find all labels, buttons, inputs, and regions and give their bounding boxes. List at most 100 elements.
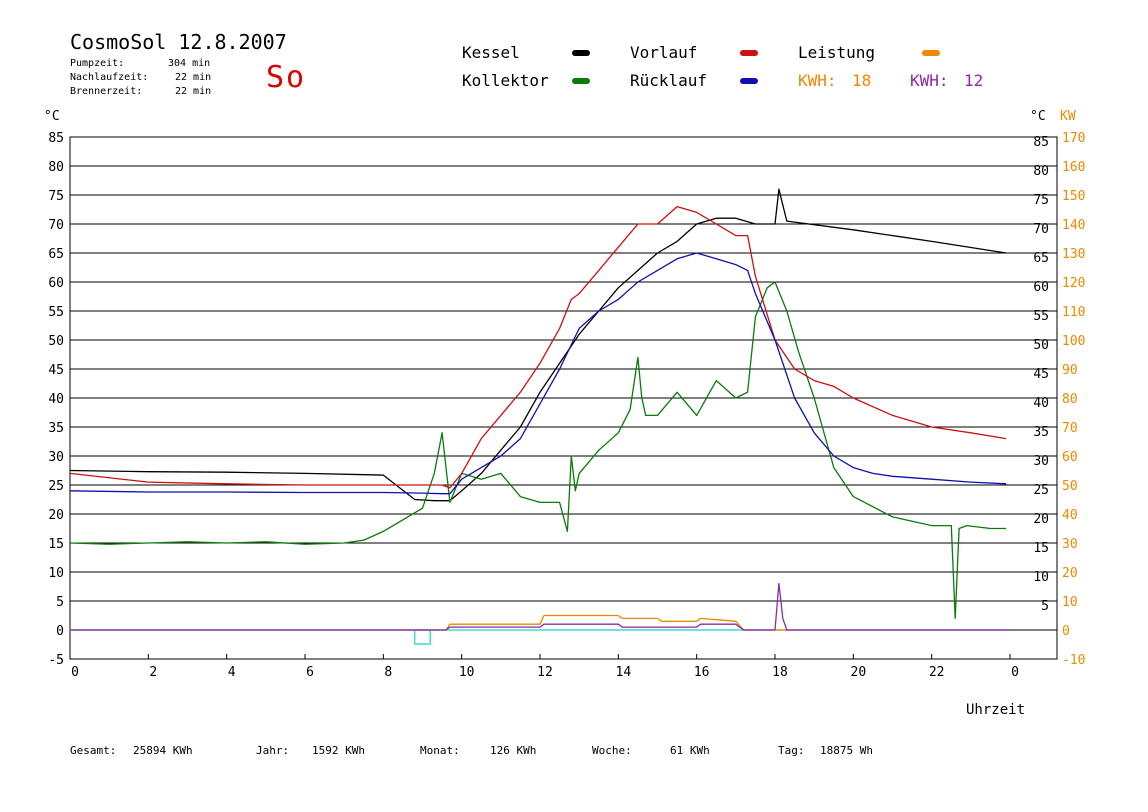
x-tick-label: 12 <box>537 665 553 680</box>
y-tick-label-right-celsius: 10 <box>1033 570 1049 585</box>
baseline-marker <box>413 629 432 645</box>
legend-kwh1-label: KWH: <box>798 71 837 90</box>
y-tick-label-right-kw: 160 <box>1062 160 1085 175</box>
y-tick-label-right-kw: 60 <box>1062 450 1078 465</box>
series-line-kwh2 <box>70 582 1010 631</box>
footer-jahr-label: Jahr: <box>256 744 290 757</box>
legend-vorlauf-label: Vorlauf <box>630 43 698 62</box>
legend-kwh2-label: KWH: <box>910 71 949 90</box>
x-tick-label: 2 <box>149 665 157 680</box>
x-tick-label: 0 <box>71 665 79 680</box>
x-tick-label: 6 <box>306 665 314 680</box>
y-tick-label-right-celsius: 15 <box>1033 541 1049 556</box>
y-tick-label-left: 15 <box>48 537 64 552</box>
y-tick-label-left: 65 <box>48 247 64 262</box>
weekday-label: So <box>266 60 307 95</box>
x-tick-label: 4 <box>228 665 236 680</box>
series-line-kessel <box>69 188 1007 502</box>
series-line-kollektor <box>69 281 1007 620</box>
y-tick-label-left: 35 <box>48 421 64 436</box>
footer-monat-value: 126 KWh <box>490 744 537 757</box>
y-tick-label-right-celsius: 25 <box>1033 483 1049 498</box>
y-tick-label-right-kw: 40 <box>1062 508 1078 523</box>
legend-kwh2-value: 12 <box>964 71 984 90</box>
y-tick-label-right-kw: 140 <box>1062 218 1085 233</box>
y-tick-label-right-celsius: 40 <box>1033 396 1049 411</box>
chart-title: CosmoSol 12.8.2007 <box>70 30 287 54</box>
legend-kessel-label: Kessel <box>462 43 520 62</box>
y-tick-label-right-celsius: 45 <box>1033 367 1049 382</box>
y-tick-label-left: 5 <box>56 595 64 610</box>
y-tick-label-right-celsius: 30 <box>1033 454 1049 469</box>
y-tick-label-right-celsius: 60 <box>1033 280 1049 295</box>
x-axis-title: Uhrzeit <box>966 702 1026 718</box>
y-tick-label-left: 80 <box>48 160 64 175</box>
y-tick-label-right-celsius: 5 <box>1041 599 1049 614</box>
x-tick-label: 20 <box>851 665 867 680</box>
right-axis-unit-celsius: °C <box>1030 109 1046 124</box>
y-tick-label-right-celsius: 20 <box>1033 512 1049 527</box>
y-tick-label-left: 55 <box>48 305 64 320</box>
y-tick-label-right-celsius: 50 <box>1033 338 1049 353</box>
y-tick-label-right-kw: 100 <box>1062 334 1085 349</box>
y-tick-label-right-celsius: 80 <box>1033 164 1049 179</box>
y-tick-label-left: 50 <box>48 334 64 349</box>
footer-monat-label: Monat: <box>420 744 460 757</box>
y-tick-label-left: -5 <box>48 653 64 668</box>
legend-ruecklauf-label: Rücklauf <box>630 71 708 90</box>
y-tick-label-right-kw: -10 <box>1062 653 1085 668</box>
left-axis-unit: °C <box>44 109 60 124</box>
footer-jahr-value: 1592 KWh <box>312 744 365 757</box>
stat-nachlaufzeit-value: 22 min <box>175 72 212 83</box>
y-tick-label-left: 10 <box>48 566 64 581</box>
y-tick-label-left: 40 <box>48 392 64 407</box>
y-tick-label-left: 0 <box>56 624 64 639</box>
y-tick-label-right-kw: 170 <box>1062 131 1085 146</box>
y-tick-label-right-kw: 120 <box>1062 276 1085 291</box>
series-line-leistung <box>70 614 1010 631</box>
y-tick-label-right-celsius: 35 <box>1033 425 1049 440</box>
x-tick-label: 8 <box>384 665 392 680</box>
y-tick-label-right-celsius: 70 <box>1033 222 1049 237</box>
y-tick-label-right-kw: 30 <box>1062 537 1078 552</box>
footer-tag-label: Tag: <box>778 744 805 757</box>
x-tick-label: 0 <box>1011 665 1019 680</box>
legend-leistung-label: Leistung <box>798 43 876 62</box>
legend-kollektor-label: Kollektor <box>462 71 549 90</box>
y-tick-label-right-kw: 0 <box>1062 624 1070 639</box>
stat-nachlaufzeit-label: Nachlaufzeit: <box>70 72 149 83</box>
legend-ruecklauf-swatch <box>740 78 758 84</box>
y-tick-label-left: 60 <box>48 276 64 291</box>
y-tick-label-left: 20 <box>48 508 64 523</box>
footer-woche-label: Woche: <box>592 744 632 757</box>
y-tick-label-right-kw: 110 <box>1062 305 1085 320</box>
y-tick-label-left: 75 <box>48 189 64 204</box>
y-tick-label-left: 30 <box>48 450 64 465</box>
footer-tag-value: 18875 Wh <box>820 744 873 757</box>
footer-gesamt-label: Gesamt: <box>70 744 117 757</box>
legend-leistung-swatch <box>922 50 940 56</box>
y-tick-label-left: 85 <box>48 131 64 146</box>
y-tick-label-right-kw: 130 <box>1062 247 1085 262</box>
y-tick-label-right-kw: 90 <box>1062 363 1078 378</box>
y-tick-label-right-celsius: 75 <box>1033 193 1049 208</box>
stat-brennerzeit-value: 22 min <box>175 86 212 97</box>
series-line-ruecklauf <box>69 252 1007 495</box>
x-tick-label: 22 <box>929 665 945 680</box>
legend-kwh1-value: 18 <box>852 71 872 90</box>
legend-kollektor-swatch <box>572 78 590 84</box>
x-tick-label: 16 <box>694 665 710 680</box>
y-tick-label-right-celsius: 85 <box>1033 135 1049 150</box>
y-tick-label-right-celsius: 65 <box>1033 251 1049 266</box>
y-tick-label-right-kw: 80 <box>1062 392 1078 407</box>
stat-brennerzeit-label: Brennerzeit: <box>70 86 143 97</box>
y-tick-label-left: 25 <box>48 479 64 494</box>
x-tick-label: 14 <box>616 665 632 680</box>
y-tick-label-right-kw: 10 <box>1062 595 1078 610</box>
y-tick-label-right-celsius: 55 <box>1033 309 1049 324</box>
footer-woche-value: 61 KWh <box>670 744 710 757</box>
right-axis-unit-kw: KW <box>1060 109 1076 124</box>
x-tick-label: 18 <box>772 665 788 680</box>
y-tick-label-right-kw: 20 <box>1062 566 1078 581</box>
